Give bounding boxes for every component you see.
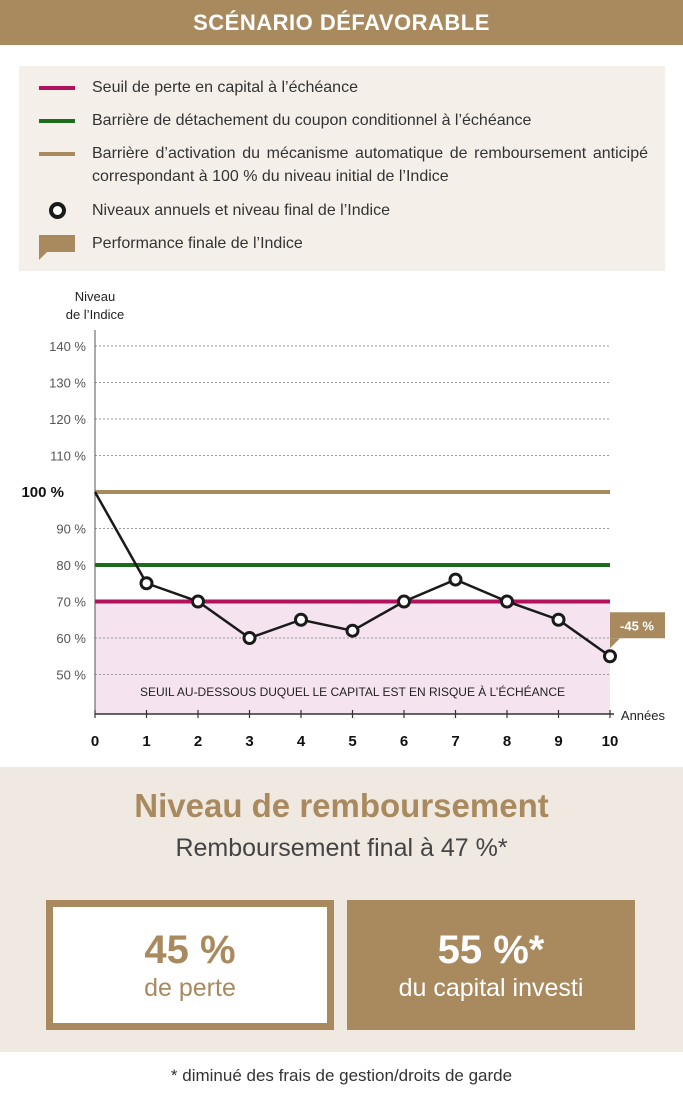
x-tick-label: 6 [400,733,408,750]
y-tick-label: 60 % [56,631,86,646]
y-tick-label: 110 % [50,449,86,464]
y-tick-label: 50 % [56,668,86,683]
x-tick-label: 5 [348,733,356,750]
index-level-point [345,623,360,638]
repayment-subtitle: Remboursement final à 47 %* [175,834,508,862]
capital-value: 55 %* [437,928,545,972]
loss-label: de perte [144,974,236,1002]
index-level-chart: SEUIL AU-DESSOUS DUQUEL LE CAPITAL EST E… [21,289,666,750]
y-tick-label: 140 % [49,339,86,354]
x-tick-label: 10 [602,733,619,750]
index-level-point [294,612,308,627]
final-performance-flag-tail [610,638,620,649]
legend-label-final-performance: Performance finale de l’Indice [92,235,303,252]
legend-label-autocall-barrier: Barrière d’activation du mécanisme autom… [92,145,648,185]
x-tick-label: 2 [194,733,202,750]
x-tick-label: 8 [503,733,511,750]
legend-label-coupon-barrier: Barrière de détachement du coupon condit… [92,112,532,129]
x-tick-label: 7 [451,733,459,750]
index-marker-icon [49,202,66,219]
legend: Seuil de perte en capital à l’échéance B… [19,66,665,271]
index-level-point [139,576,154,591]
y-tick-label: 90 % [56,522,86,537]
x-tick-label: 9 [554,733,562,750]
footnote: * diminué des frais de gestion/droits de… [170,1066,513,1085]
legend-label-index-levels: Niveaux annuels et niveau final de l’Ind… [92,202,390,219]
repayment-section: Niveau de remboursement Remboursement fi… [0,767,683,1052]
index-level-point [603,649,617,664]
final-performance-label: -45 % [620,618,654,633]
loss-box: 45 % de perte [46,900,334,1030]
coupon-barrier-swatch [39,119,75,123]
scenario-title: SCÉNARIO DÉFAVORABLE [193,9,490,35]
y-tick-label: 130 % [49,376,86,391]
index-level-point [397,594,411,609]
risk-zone-label: SEUIL AU-DESSOUS DUQUEL LE CAPITAL EST E… [140,684,565,699]
y-tick-label: 120 % [49,412,86,427]
scenario-header: SCÉNARIO DÉFAVORABLE [0,0,683,45]
x-tick-label: 3 [245,733,253,750]
y-axis-title-line1: Niveau [75,289,115,304]
capital-box: 55 %* du capital investi [347,900,635,1030]
y-tick-label: 80 % [56,558,86,573]
index-level-point [242,631,257,645]
risk-zone [95,601,610,714]
loss-threshold-swatch [39,86,75,90]
index-level-point [191,594,205,609]
index-level-point [551,612,566,627]
capital-label: du capital investi [398,974,584,1002]
index-level-point [448,572,463,587]
y-tick-label: 100 % [21,484,64,501]
y-axis-title-line2: de l’Indice [66,307,125,322]
index-level-point [500,594,514,609]
y-tick-label: 70 % [56,595,86,610]
final-performance-flag [610,612,665,639]
legend-label-loss-threshold: Seuil de perte en capital à l’échéance [92,79,358,96]
x-tick-label: 4 [297,733,306,750]
final-performance-flag-icon [39,235,75,260]
autocall-barrier-swatch [39,152,75,156]
loss-value: 45 % [144,928,236,972]
repayment-title: Niveau de remboursement [134,787,549,824]
x-tick-label: 1 [142,733,150,750]
x-axis-title: Années [621,708,666,723]
x-tick-label: 0 [91,733,99,750]
